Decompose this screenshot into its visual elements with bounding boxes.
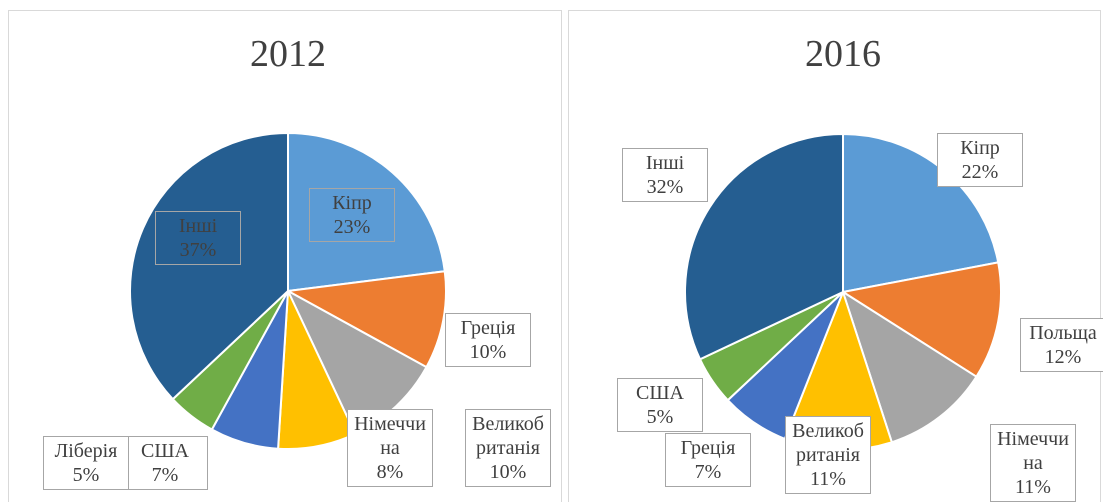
data-label: Греція 10% (445, 313, 531, 367)
label-text: Ліберія (54, 440, 118, 462)
chart-panel (568, 10, 1101, 502)
label-text: 8% (376, 461, 404, 483)
label-text: США (141, 440, 189, 462)
data-label: Кіпр 23% (309, 188, 395, 242)
pie-slice (284, 270, 447, 369)
label-text: Греція (680, 437, 736, 459)
label-text: Кіпр (960, 137, 1000, 159)
data-label: США 7% (122, 436, 208, 490)
label-text: 11% (810, 468, 846, 490)
label-text: 11% (1015, 476, 1051, 498)
data-label: Інші 37% (155, 211, 241, 265)
label-text: 5% (646, 406, 674, 428)
label-text: 7% (151, 464, 179, 486)
label-text: 12% (1044, 346, 1082, 368)
pie-slice (840, 261, 1002, 379)
data-label: Кіпр 22% (937, 133, 1023, 187)
label-text: Німеччина (354, 413, 426, 459)
label-text: 37% (179, 239, 217, 261)
label-text: Великобританія (792, 420, 864, 466)
label-text: Інші (178, 215, 218, 237)
pie-slice (684, 132, 844, 361)
data-label: Німеччина 8% (347, 409, 433, 487)
label-text: Кіпр (332, 192, 372, 214)
label-text: Інші (645, 152, 685, 174)
label-text: 7% (694, 461, 722, 483)
label-text: 10% (469, 341, 507, 363)
label-text: Польща (1029, 322, 1097, 344)
label-text: 5% (72, 464, 100, 486)
data-label: Польща 12% (1020, 318, 1103, 372)
chart-title: 2016 (805, 33, 881, 75)
data-label: Греція 7% (665, 433, 751, 487)
label-text: 23% (333, 216, 371, 238)
data-label: Німеччина 11% (990, 424, 1076, 502)
label-text: США (636, 382, 684, 404)
label-text: Греція (460, 317, 516, 339)
pie-slice (287, 131, 446, 293)
chart-title: 2012 (250, 33, 326, 75)
pie-slice (841, 289, 978, 444)
data-label: США 5% (617, 378, 703, 432)
data-label: Великобританія 11% (785, 416, 871, 494)
data-label: Інші 32% (622, 148, 708, 202)
label-text: 10% (489, 461, 527, 483)
label-text: Великобританія (472, 413, 544, 459)
pie-slice (129, 131, 289, 401)
chart-panel (8, 10, 562, 502)
label-text: Німеччина (997, 428, 1069, 474)
label-text: 32% (646, 176, 684, 198)
data-label: Ліберія 5% (43, 436, 129, 490)
data-label: Великобританія 10% (465, 409, 551, 487)
label-text: 22% (961, 161, 999, 183)
